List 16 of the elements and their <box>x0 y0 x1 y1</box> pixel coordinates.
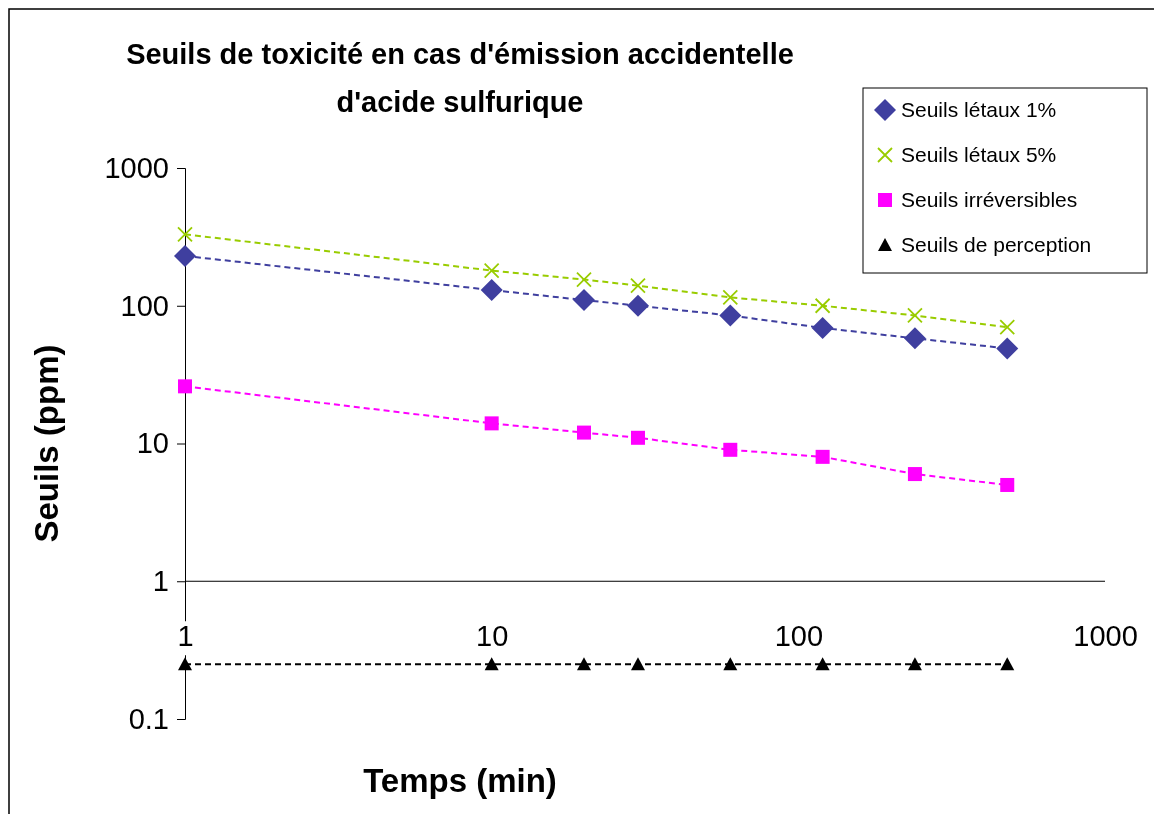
y-tick-label: 0.1 <box>128 702 169 735</box>
x-axis-title: Temps (min) <box>363 762 557 799</box>
x-tick-label: 1000 <box>1073 619 1138 652</box>
x-tick-label: 100 <box>774 619 824 652</box>
y-tick-label: 1 <box>152 565 169 598</box>
x-tick-label: 10 <box>476 619 509 652</box>
legend-label: Seuils létaux 1% <box>901 98 1057 122</box>
y-tick-label: 1000 <box>104 151 169 184</box>
y-axis-title: Seuils (ppm) <box>28 344 65 543</box>
legend-label: Seuils létaux 5% <box>901 143 1057 167</box>
legend-label: Seuils de perception <box>901 233 1092 257</box>
y-tick-label: 100 <box>120 289 169 322</box>
x-tick-label: 1 <box>177 619 194 652</box>
legend-label: Seuils irréversibles <box>901 188 1078 212</box>
y-tick-label: 10 <box>136 427 169 460</box>
chart-title: Seuils de toxicité en cas d'émission accidentelle d'acide sulfurique <box>126 38 794 118</box>
